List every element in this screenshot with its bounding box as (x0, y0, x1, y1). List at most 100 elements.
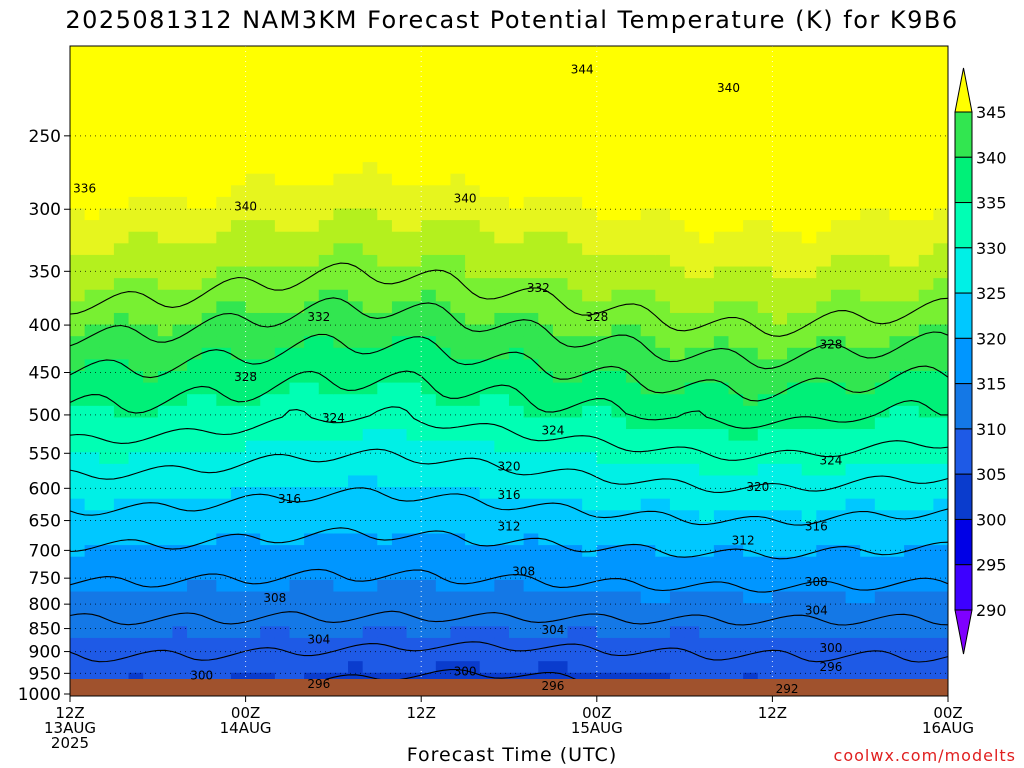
field-cell (187, 115, 203, 128)
field-cell (245, 347, 261, 360)
field-cell (757, 429, 773, 442)
field-cell (757, 394, 773, 407)
field-cell (230, 405, 247, 419)
field-cell (640, 568, 656, 581)
field-cell (245, 498, 261, 511)
field-cell (582, 80, 598, 94)
field-cell (465, 208, 481, 221)
field-cell (113, 196, 130, 210)
field-cell (84, 487, 100, 500)
field-cell (509, 510, 525, 523)
field-cell (289, 104, 305, 117)
field-cell (699, 510, 715, 523)
field-cell (172, 231, 188, 244)
field-cell (655, 69, 671, 82)
field-cell (684, 312, 700, 326)
field-cell (626, 429, 642, 442)
field-cell (99, 80, 115, 94)
field-cell (435, 463, 452, 477)
field-cell (713, 510, 730, 523)
field-cell (377, 220, 393, 233)
field-cell (333, 104, 349, 117)
field-cell (465, 463, 481, 477)
field-cell (274, 487, 291, 500)
field-cell (245, 429, 261, 442)
field-cell (626, 521, 642, 535)
field-cell (509, 220, 525, 233)
field-cell (787, 336, 803, 349)
field-cell (128, 92, 144, 105)
field-cell (157, 533, 174, 546)
field-cell (99, 69, 115, 82)
field-cell (391, 440, 408, 453)
field-cell (230, 278, 247, 291)
field-cell (157, 243, 174, 256)
field-cell (230, 556, 247, 569)
field-cell (216, 46, 232, 59)
field-cell (860, 278, 876, 291)
field-cell (201, 301, 217, 314)
field-cell (274, 278, 291, 291)
field-cell (465, 104, 481, 117)
field-cell (713, 498, 730, 511)
field-cell (304, 347, 320, 360)
field-cell (728, 208, 744, 221)
field-cell (596, 231, 613, 244)
field-cell (611, 533, 627, 546)
field-cell (845, 92, 861, 105)
field-cell (655, 568, 671, 581)
field-cell (684, 359, 700, 372)
field-cell (143, 405, 159, 419)
field-cell (274, 626, 291, 639)
field-cell (509, 591, 525, 604)
field-cell (318, 394, 334, 407)
field-cell (552, 614, 569, 627)
field-cell (552, 115, 569, 128)
field-cell (333, 661, 349, 674)
field-cell (816, 463, 832, 477)
field-cell (187, 289, 203, 302)
field-cell (260, 568, 276, 581)
field-cell (523, 614, 539, 627)
field-cell (494, 568, 510, 581)
field-cell (874, 637, 891, 651)
field-cell (845, 382, 861, 395)
field-cell (889, 394, 905, 407)
field-cell (348, 243, 364, 256)
field-cell (684, 626, 700, 639)
field-cell (84, 405, 100, 419)
field-cell (596, 92, 613, 105)
colorbar-swatch (954, 292, 973, 339)
field-cell (655, 127, 671, 140)
field-cell (523, 579, 539, 593)
field-cell (187, 626, 203, 639)
field-cell (538, 475, 554, 488)
field-cell (538, 127, 554, 140)
field-cell (479, 533, 495, 546)
field-cell (187, 231, 203, 244)
field-cell (757, 69, 773, 82)
field-cell (684, 463, 700, 477)
y-tick-label: 300 (29, 200, 61, 220)
field-cell (728, 231, 744, 244)
credit-link[interactable]: coolwx.com/modelts (833, 746, 1016, 765)
field-cell (918, 336, 934, 349)
field-cell (143, 394, 159, 407)
field-cell (70, 487, 86, 500)
field-cell (772, 487, 788, 500)
field-cell (889, 498, 905, 511)
field-cell (377, 440, 393, 453)
field-cell (523, 521, 539, 535)
field-cell (728, 359, 744, 372)
field-cell (933, 591, 948, 604)
field-cell (289, 591, 305, 604)
field-cell (157, 266, 174, 279)
field-cell (84, 626, 100, 639)
field-cell (933, 57, 948, 70)
field-cell (874, 115, 891, 128)
field-cell (684, 556, 700, 569)
field-cell (245, 266, 261, 279)
field-cell (70, 46, 86, 59)
field-cell (260, 162, 276, 175)
